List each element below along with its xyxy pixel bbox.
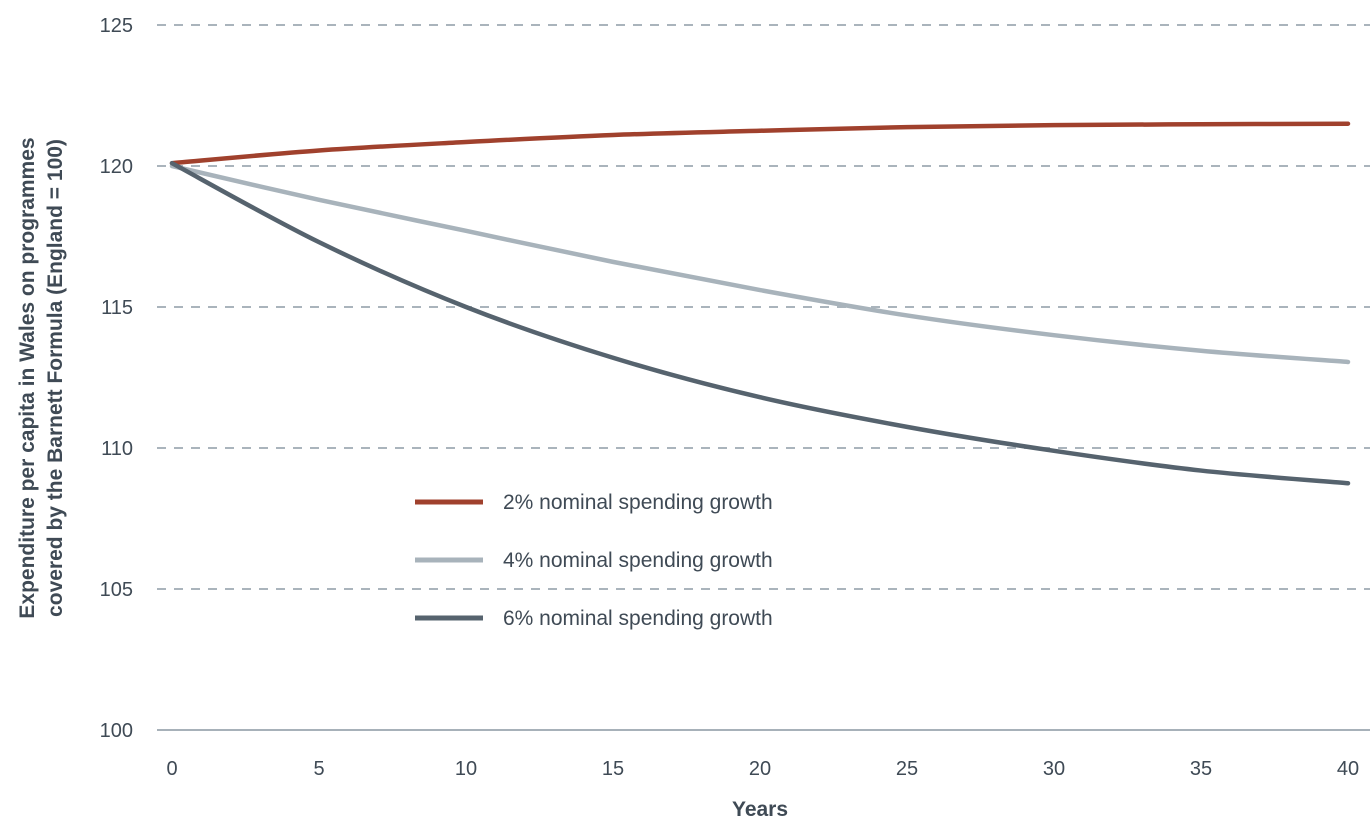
legend-item-2: 4% nominal spending growth (415, 549, 773, 572)
series-line-1 (169, 121, 1351, 166)
y-tick-label-100: 100 (100, 720, 133, 742)
x-tick-label-5: 5 (313, 758, 324, 780)
y-axis-title-line-1: Expenditure per capita in Wales on progr… (16, 137, 39, 618)
y-tick-label-120: 120 (100, 156, 133, 178)
x-tick-label-20: 20 (749, 758, 771, 780)
y-tick-label-110: 110 (101, 438, 133, 460)
legend-item-3: 6% nominal spending growth (415, 607, 773, 630)
x-axis-title: Years (732, 798, 788, 818)
x-tick-label-10: 10 (455, 758, 477, 780)
x-tick-label-35: 35 (1190, 758, 1212, 780)
legend-item-1: 2% nominal spending growth (415, 491, 773, 514)
legend-label-1: 2% nominal spending growth (503, 491, 773, 514)
y-tick-label-115: 115 (101, 297, 133, 319)
y-axis-title: Expenditure per capita in Wales on progr… (16, 137, 67, 618)
x-tick-label-30: 30 (1043, 758, 1065, 780)
series-lines (169, 121, 1351, 486)
x-tick-labels: 0 5 10 15 20 25 30 35 40 (166, 758, 1359, 780)
y-tick-label-105: 105 (100, 579, 133, 601)
x-tick-label-25: 25 (896, 758, 918, 780)
x-tick-label-0: 0 (166, 758, 177, 780)
y-axis-title-line-2: covered by the Barnett Formula (England … (44, 139, 67, 617)
x-tick-label-40: 40 (1337, 758, 1359, 780)
x-tick-label-15: 15 (602, 758, 624, 780)
gridlines (157, 24, 1370, 731)
legend-label-2: 4% nominal spending growth (503, 549, 773, 572)
y-tick-labels: 100 105 110 115 120 125 (100, 15, 133, 742)
series-line-2 (169, 163, 1351, 365)
y-tick-label-125: 125 (100, 15, 133, 37)
legend-label-3: 6% nominal spending growth (503, 607, 773, 630)
series-line-3 (169, 160, 1351, 486)
legend: 2% nominal spending growth 4% nominal spe… (415, 491, 773, 630)
